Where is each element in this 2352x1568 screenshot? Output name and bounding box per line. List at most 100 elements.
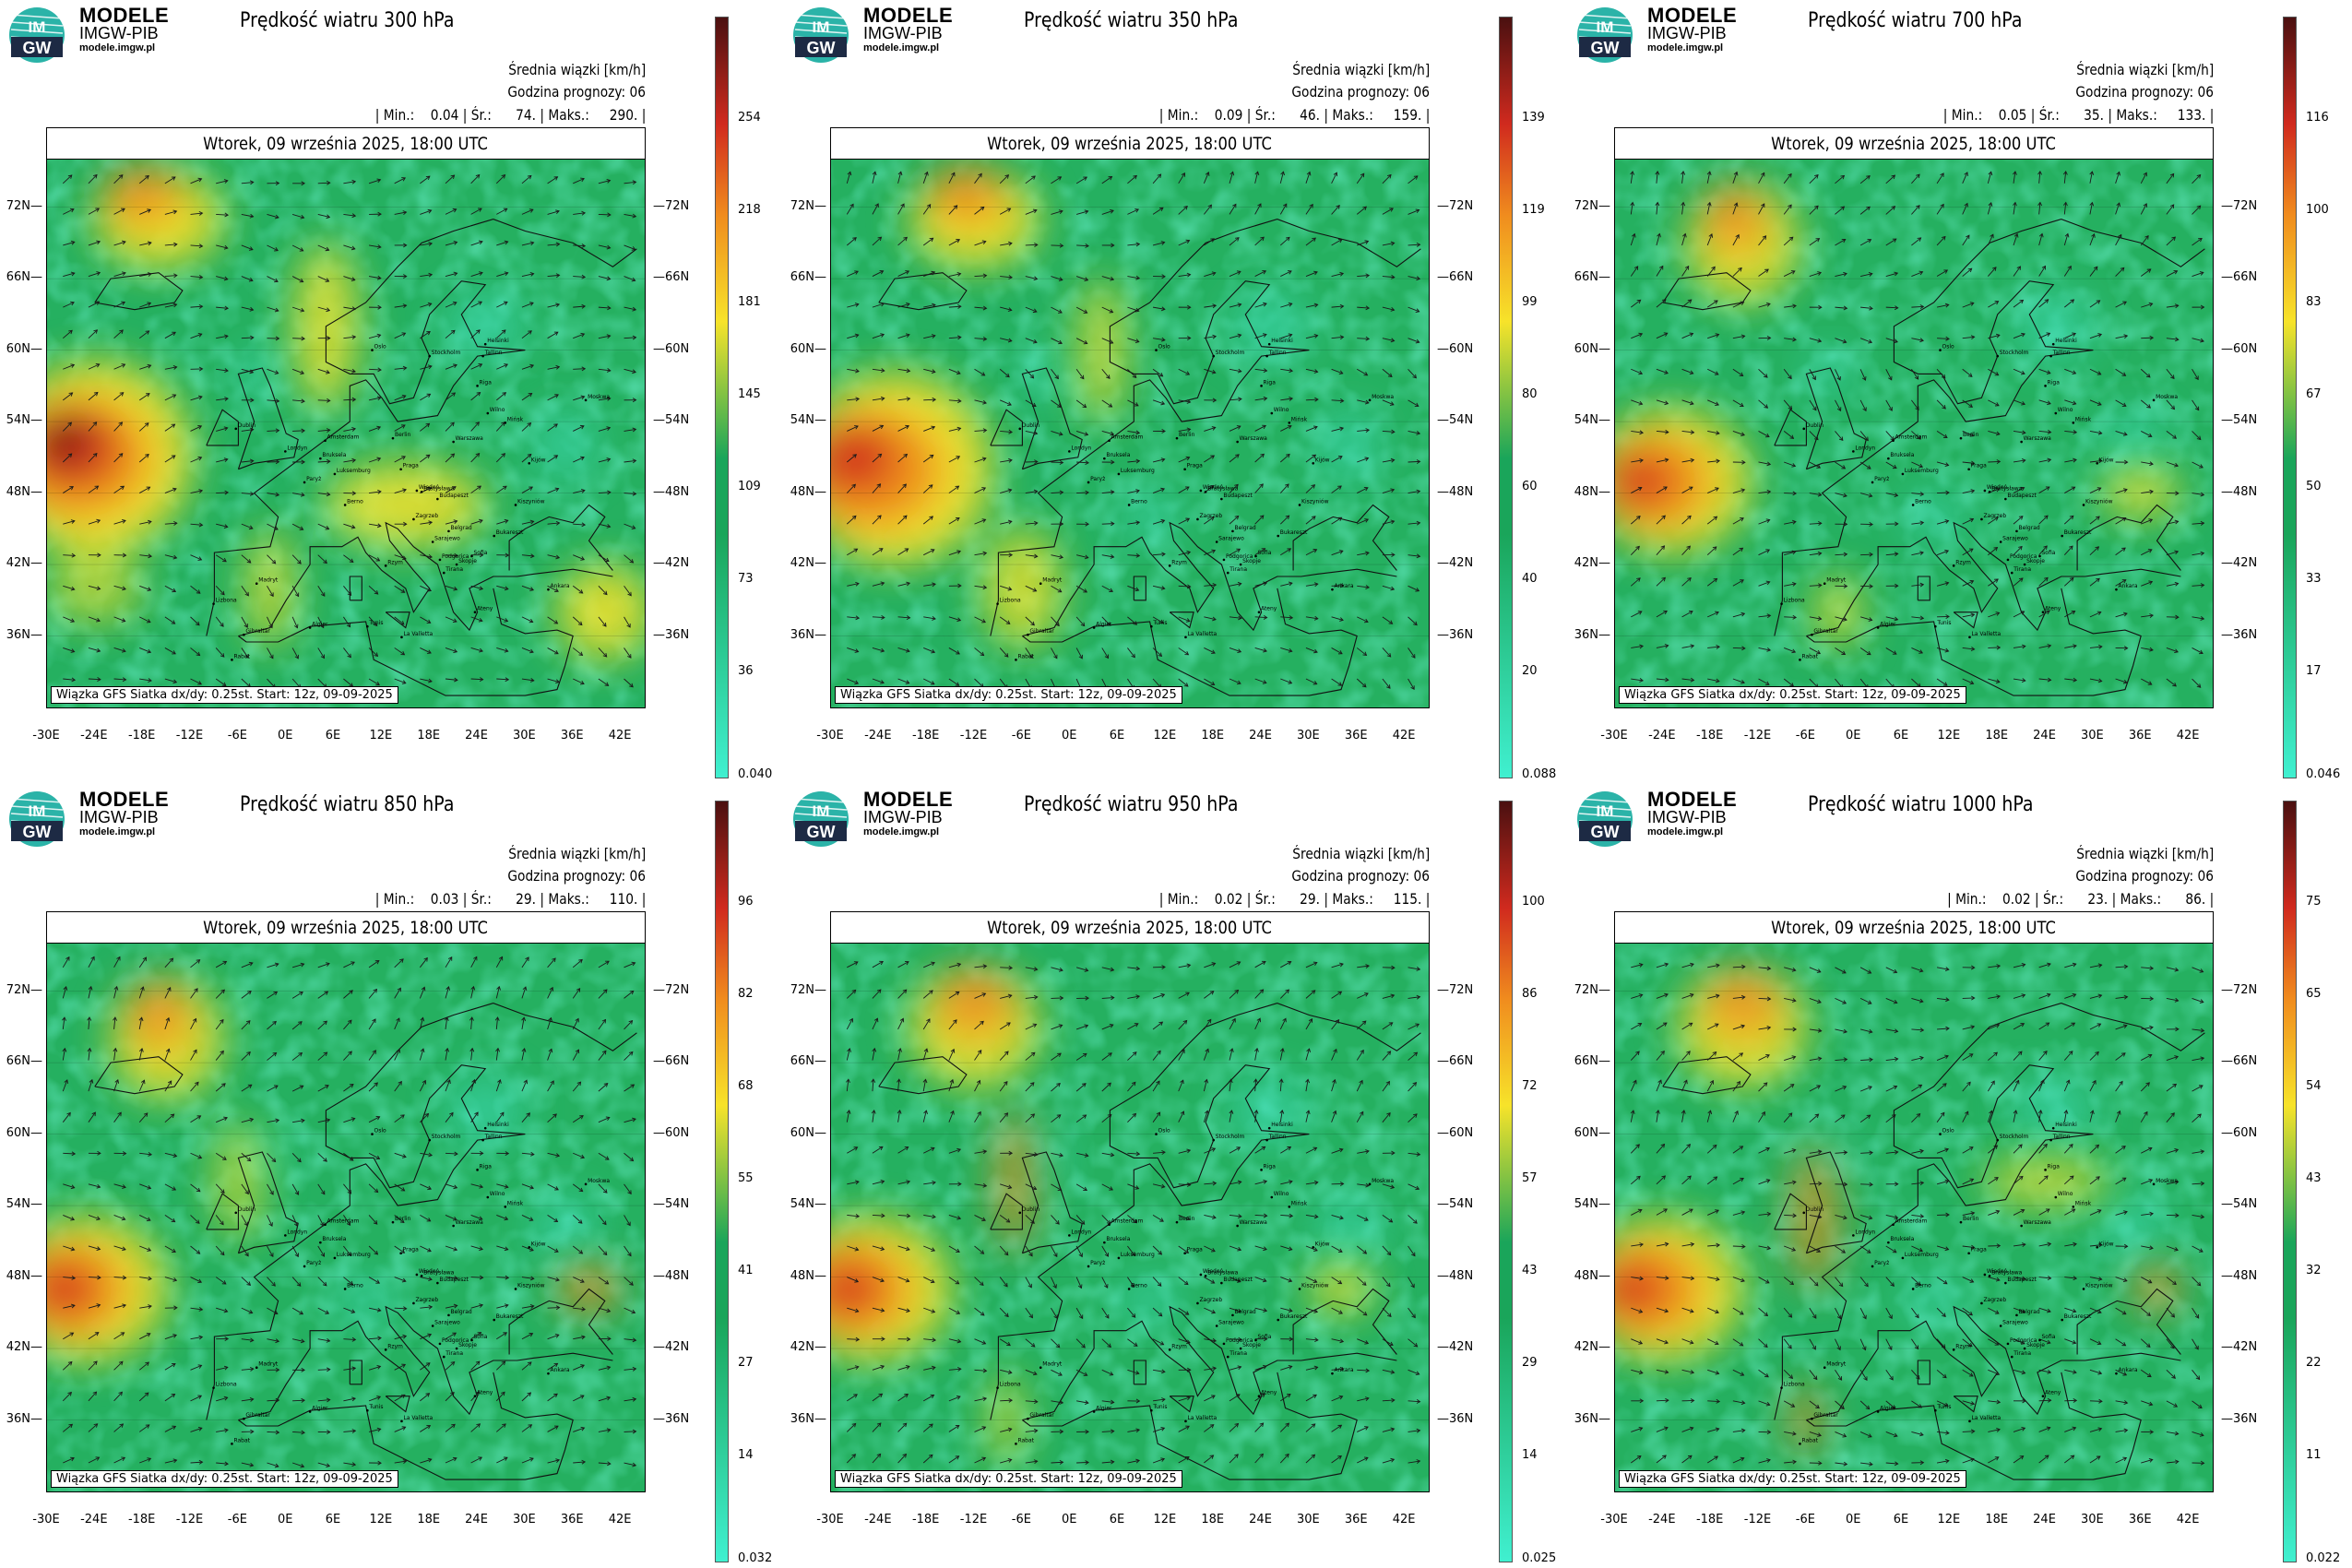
svg-text:Zagrzeb: Zagrzeb: [1983, 513, 2006, 519]
longitude-tick: 42E: [2176, 729, 2200, 742]
svg-text:Berlin: Berlin: [1179, 432, 1195, 438]
latitude-tick-left: 54N—: [6, 413, 42, 428]
city-labels: Helsinki Oslo Stockholm Tallinn Riga Moskwa Wi…: [1780, 338, 2178, 661]
latitude-tick-right: —36N: [653, 627, 690, 642]
svg-text:Stockholm: Stockholm: [2000, 350, 2029, 356]
svg-text:Kiszyniów: Kiszyniów: [517, 1282, 545, 1289]
longitude-tick: 0E: [277, 1513, 293, 1526]
svg-text:Paryż: Paryż: [1874, 1260, 1889, 1266]
longitude-tick: 42E: [1392, 729, 1416, 742]
latitude-tick-left: 72N—: [6, 198, 42, 213]
svg-text:Budapeszt: Budapeszt: [1223, 493, 1253, 499]
svg-text:Algier: Algier: [1880, 1405, 1896, 1411]
longitude-tick: -6E: [1795, 1513, 1815, 1526]
valid-time-bar: Wtorek, 09 września 2025, 18:00 UTC: [47, 128, 645, 160]
svg-text:Budapeszt: Budapeszt: [2007, 493, 2037, 499]
svg-text:Bukareszt: Bukareszt: [1280, 529, 1308, 536]
forecast-hour-label: Godzina prognozy: 06: [2075, 83, 2214, 101]
svg-text:Tallinn: Tallinn: [484, 350, 503, 356]
svg-text:Rzym: Rzym: [1171, 559, 1187, 565]
longitude-tick: -6E: [1011, 1513, 1031, 1526]
imgw-logo-icon: IM GW: [9, 7, 65, 63]
logo-subtitle: IMGW-PIB: [863, 808, 943, 826]
wind-speed-map[interactable]: Helsinki Oslo Stockholm Tallinn Riga Moskwa Wi…: [831, 944, 1429, 1491]
svg-text:Sofia: Sofia: [1258, 1334, 1272, 1340]
svg-text:Stockholm: Stockholm: [432, 350, 461, 356]
svg-text:Ateny: Ateny: [2045, 1390, 2061, 1396]
coastlines: [878, 219, 1421, 696]
svg-text:Wilno: Wilno: [2058, 407, 2073, 413]
svg-text:Madryt: Madryt: [1042, 1361, 1063, 1368]
colorbar-tick-label: 50: [2306, 480, 2322, 493]
wind-speed-map[interactable]: Helsinki Oslo Stockholm Tallinn Riga Moskwa Wi…: [1615, 944, 2213, 1491]
svg-text:Tunis: Tunis: [1936, 620, 1951, 626]
longitude-tick: -12E: [1743, 729, 1772, 742]
latitude-tick-right: —60N: [1437, 1125, 1474, 1140]
svg-text:IM: IM: [1597, 802, 1614, 820]
longitude-tick: -18E: [911, 1513, 940, 1526]
svg-text:Oslo: Oslo: [374, 344, 387, 350]
longitude-tick: 6E: [1893, 729, 1909, 742]
svg-text:Madryt: Madryt: [258, 1361, 279, 1368]
longitude-tick: 18E: [1201, 1513, 1225, 1526]
longitude-tick: -30E: [816, 729, 844, 742]
svg-text:Moskwa: Moskwa: [2156, 394, 2178, 400]
latitude-tick-left: 36N—: [790, 1411, 826, 1426]
city-labels: Helsinki Oslo Stockholm Tallinn Riga Moskwa Wi…: [1780, 1122, 2178, 1445]
wind-speed-map[interactable]: Helsinki Oslo Stockholm Tallinn Riga Moskwa Wi…: [831, 160, 1429, 707]
forecast-panel: IM GW MODELE IMGW-PIB modele.imgw.pl Prędkość…: [0, 784, 784, 1568]
latitude-tick-right: —60N: [2221, 1125, 2258, 1140]
imgw-logo-icon: IM GW: [793, 791, 849, 847]
wind-speed-map[interactable]: Helsinki Oslo Stockholm Tallinn Riga Moskwa Wi…: [47, 160, 645, 707]
wind-speed-map[interactable]: Helsinki Oslo Stockholm Tallinn Riga Moskwa Wi…: [1615, 160, 2213, 707]
svg-text:Londyn: Londyn: [1855, 1229, 1875, 1235]
svg-text:La Valletta: La Valletta: [403, 631, 433, 637]
svg-text:Helsinki: Helsinki: [2055, 338, 2077, 344]
svg-text:Rzym: Rzym: [387, 559, 403, 565]
svg-text:Zagrzeb: Zagrzeb: [1199, 1297, 1222, 1303]
latitude-tick-left: 42N—: [1574, 556, 1610, 571]
svg-text:Praga: Praga: [1187, 1247, 1203, 1253]
latitude-tick-left: 42N—: [6, 1340, 42, 1355]
colorbar: [2283, 801, 2297, 1562]
svg-text:Luksemburg: Luksemburg: [1905, 468, 1939, 474]
svg-text:Mińsk: Mińsk: [1291, 416, 1308, 422]
svg-text:Ankara: Ankara: [2118, 583, 2137, 589]
svg-text:Helsinki: Helsinki: [1271, 1122, 1293, 1128]
svg-text:Rabat: Rabat: [1017, 1437, 1034, 1443]
wind-speed-map[interactable]: Helsinki Oslo Stockholm Tallinn Riga Moskwa Wi…: [47, 944, 645, 1491]
longitude-tick: 42E: [1392, 1513, 1416, 1526]
logo-url: modele.imgw.pl: [1647, 42, 1724, 53]
svg-text:Podgorica: Podgorica: [1226, 1337, 1253, 1344]
longitude-tick: 36E: [2128, 1513, 2152, 1526]
latitude-tick-right: —72N: [653, 198, 690, 213]
latitude-tick-left: 60N—: [1574, 341, 1610, 356]
latitude-tick-right: —36N: [653, 1411, 690, 1426]
latitude-tick-left: 42N—: [1574, 1340, 1610, 1355]
colorbar-tick-label: 11: [2306, 1448, 2322, 1462]
model-footnote: Wiązka GFS Siatka dx/dy: 0.25st. Start: …: [1619, 1470, 1966, 1488]
longitude-tick: -18E: [911, 729, 940, 742]
svg-text:Gibraltar: Gibraltar: [1029, 628, 1054, 635]
svg-text:Sofia: Sofia: [2042, 550, 2056, 556]
longitude-tick: 18E: [1985, 1513, 2009, 1526]
city-labels: Helsinki Oslo Stockholm Tallinn Riga Moskwa Wi…: [996, 1122, 1394, 1445]
logo-url: modele.imgw.pl: [863, 826, 940, 837]
colorbar-tick-label: 14: [738, 1448, 754, 1462]
svg-text:Wilno: Wilno: [1274, 1191, 1289, 1197]
latitude-tick-right: —66N: [2221, 270, 2258, 285]
svg-text:Lizbona: Lizbona: [1000, 598, 1021, 604]
svg-text:Lizbona: Lizbona: [216, 1382, 237, 1388]
forecast-hour-label: Godzina prognozy: 06: [507, 83, 646, 101]
svg-text:GW: GW: [807, 823, 836, 841]
svg-text:La Valletta: La Valletta: [403, 1415, 433, 1421]
svg-text:Tirana: Tirana: [1229, 566, 1247, 573]
svg-text:Berno: Berno: [347, 498, 363, 505]
map-frame: Wtorek, 09 września 2025, 18:00 UTC Helsi…: [1614, 127, 2214, 708]
svg-text:Oslo: Oslo: [1158, 344, 1171, 350]
svg-text:Tallinn: Tallinn: [2052, 1134, 2071, 1140]
valid-time-bar: Wtorek, 09 września 2025, 18:00 UTC: [1615, 912, 2213, 944]
colorbar-tick-label: 100: [1522, 895, 1545, 909]
svg-text:Paryż: Paryż: [1090, 1260, 1105, 1266]
longitude-tick: 6E: [1893, 1513, 1909, 1526]
